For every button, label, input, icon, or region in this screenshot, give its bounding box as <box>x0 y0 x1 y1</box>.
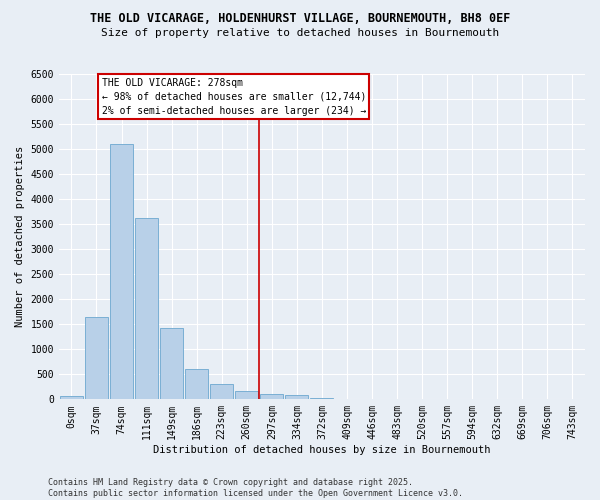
Bar <box>235 392 259 400</box>
Text: THE OLD VICARAGE, HOLDENHURST VILLAGE, BOURNEMOUTH, BH8 0EF: THE OLD VICARAGE, HOLDENHURST VILLAGE, B… <box>90 12 510 26</box>
Bar <box>135 218 158 400</box>
Bar <box>85 316 108 400</box>
Bar <box>310 398 334 400</box>
Bar <box>185 369 208 400</box>
X-axis label: Distribution of detached houses by size in Bournemouth: Distribution of detached houses by size … <box>153 445 491 455</box>
Bar <box>210 384 233 400</box>
Text: Size of property relative to detached houses in Bournemouth: Size of property relative to detached ho… <box>101 28 499 38</box>
Bar <box>60 396 83 400</box>
Text: THE OLD VICARAGE: 278sqm
← 98% of detached houses are smaller (12,744)
2% of sem: THE OLD VICARAGE: 278sqm ← 98% of detach… <box>101 78 366 116</box>
Text: Contains HM Land Registry data © Crown copyright and database right 2025.
Contai: Contains HM Land Registry data © Crown c… <box>48 478 463 498</box>
Y-axis label: Number of detached properties: Number of detached properties <box>15 146 25 328</box>
Bar <box>286 396 308 400</box>
Bar <box>260 394 283 400</box>
Bar <box>335 399 359 400</box>
Bar <box>160 328 183 400</box>
Bar <box>110 144 133 400</box>
